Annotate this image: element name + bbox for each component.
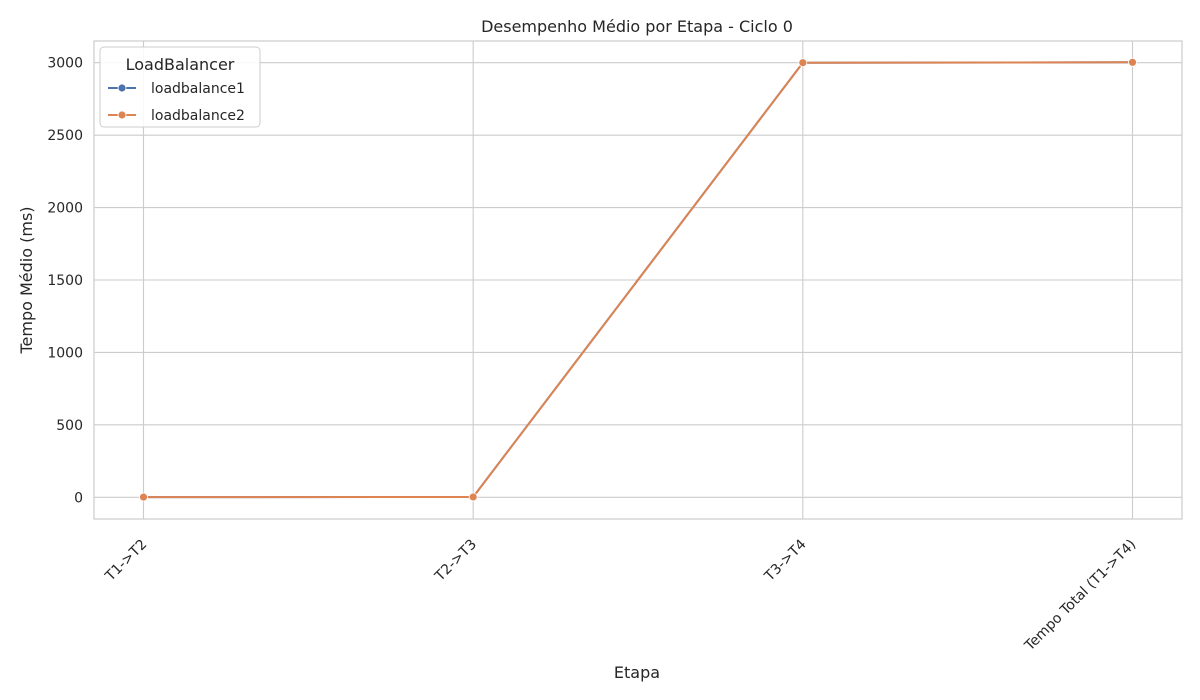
legend-item: loadbalance2 <box>108 108 245 124</box>
series-lines <box>139 57 1137 502</box>
legend-items: loadbalance1 loadbalance2 <box>108 81 245 124</box>
plot-frame <box>93 40 1183 520</box>
y-tick-label: 500 <box>56 418 83 434</box>
series-loadbalance2 <box>139 57 1137 502</box>
y-tick-label: 3000 <box>47 56 83 72</box>
x-axis-label: Etapa <box>614 663 660 682</box>
legend-title: LoadBalancer <box>126 55 235 74</box>
series-line <box>143 61 1133 499</box>
legend-item: loadbalance1 <box>108 81 245 97</box>
legend-marker <box>117 83 127 93</box>
data-point <box>139 492 148 502</box>
chart-title: Desempenho Médio por Etapa - Ciclo 0 <box>481 17 793 36</box>
y-tick-label: 1000 <box>47 345 83 361</box>
y-tick-label: 2500 <box>47 128 83 144</box>
legend-box <box>99 46 261 128</box>
y-tick-label: 2000 <box>47 201 83 217</box>
data-point <box>798 58 808 68</box>
data-point <box>468 492 478 502</box>
legend-label: loadbalance2 <box>151 108 245 124</box>
y-axis-label: Tempo Médio (ms) <box>17 206 36 354</box>
legend: LoadBalancer loadbalance1 loadbalance2 <box>99 46 261 128</box>
y-tick-label: 0 <box>74 490 83 506</box>
y-tick-labels: 0 500 1000 1500 2000 2500 3000 <box>47 56 83 507</box>
y-tick-label: 1500 <box>47 273 83 289</box>
data-point <box>1128 57 1137 67</box>
legend-marker <box>117 110 127 120</box>
legend-label: loadbalance1 <box>151 81 245 97</box>
